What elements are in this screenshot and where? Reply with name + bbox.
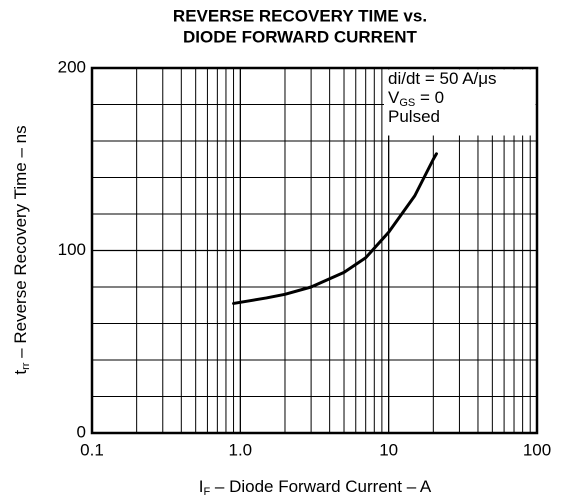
annotation-part: = 0 [415,88,444,107]
x-axis-label-part: I [199,477,204,496]
annotation: VGS = 0 [388,88,444,108]
annotation-part: Pulsed [388,107,440,126]
x-tick-label: 100 [523,440,551,459]
y-axis-label-part: rr [20,362,32,370]
x-tick-label: 0.1 [80,440,104,459]
plot-frame [90,66,539,435]
annotation: di/dt = 50 A/μs [388,69,497,88]
y-tick-label: 200 [58,57,86,76]
y-axis-label: trr – Reverse Recovery Time – ns [11,125,31,374]
chart-title: DIODE FORWARD CURRENT [183,27,418,46]
x-tick-label: 10 [379,440,398,459]
x-axis-label-part: – Diode Forward Current – A [210,477,432,496]
annotation: Pulsed [388,107,440,126]
x-axis-label-part: F [203,486,210,498]
annotation-part: V [388,88,400,107]
y-axis-label-part: t [11,370,30,375]
chart-title: REVERSE RECOVERY TIME vs. [173,6,427,25]
x-axis-label: IF – Diode Forward Current – A [199,477,432,497]
line-series [232,152,438,305]
annotation-part: GS [399,97,415,109]
y-axis-label-part: – Reverse Recovery Time – ns [11,125,30,362]
x-tick-label: 1.0 [229,440,253,459]
annotation-box [384,69,536,136]
y-tick-label: 100 [58,240,86,259]
y-tick-label: 0 [77,422,86,441]
annotation-part: di/dt = 50 A/μs [388,69,497,88]
